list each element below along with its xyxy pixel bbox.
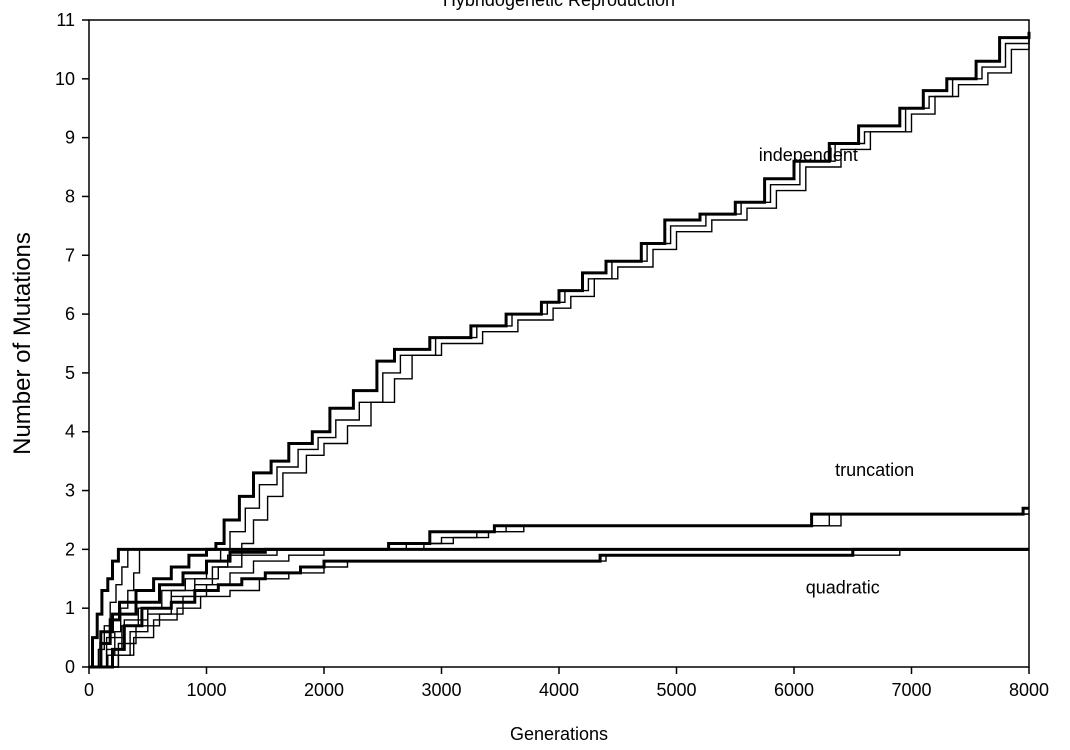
x-tick-label: 1000 xyxy=(186,680,226,700)
x-tick-label: 4000 xyxy=(539,680,579,700)
annotation-layer: independent truncation quadratic xyxy=(759,145,914,597)
x-tick-label: 8000 xyxy=(1009,680,1049,700)
y-tick-label: 4 xyxy=(65,422,75,442)
y-tick-label: 2 xyxy=(65,539,75,559)
x-tick-label: 7000 xyxy=(891,680,931,700)
chart-title: Hybridogenetic Reproduction xyxy=(443,0,675,10)
x-tick-label: 5000 xyxy=(656,680,696,700)
y-tick-label: 9 xyxy=(65,128,75,148)
x-axis-title: Generations xyxy=(510,724,608,744)
y-tick-label: 5 xyxy=(65,363,75,383)
y-tick-label: 6 xyxy=(65,304,75,324)
y-tick-label: 8 xyxy=(65,186,75,206)
y-axis-title: Number of Mutations xyxy=(9,232,36,455)
y-tick-label: 3 xyxy=(65,481,75,501)
annotation-independent: independent xyxy=(759,145,858,165)
annotation-truncation: truncation xyxy=(835,460,914,480)
x-tick-label: 0 xyxy=(84,680,94,700)
series-line-independent-0 xyxy=(89,32,1029,667)
y-tick-label: 1 xyxy=(65,598,75,618)
x-tick-label: 2000 xyxy=(304,680,344,700)
y-tick-label: 10 xyxy=(55,69,75,89)
y-tick-label: 11 xyxy=(56,10,75,30)
y-tick-label: 0 xyxy=(65,657,75,677)
y-tick-label: 7 xyxy=(65,245,75,265)
plot-frame xyxy=(89,20,1029,667)
x-tick-label: 6000 xyxy=(774,680,814,700)
annotation-quadratic: quadratic xyxy=(806,577,880,597)
series-layer xyxy=(89,32,1029,667)
x-tick-label: 3000 xyxy=(421,680,461,700)
